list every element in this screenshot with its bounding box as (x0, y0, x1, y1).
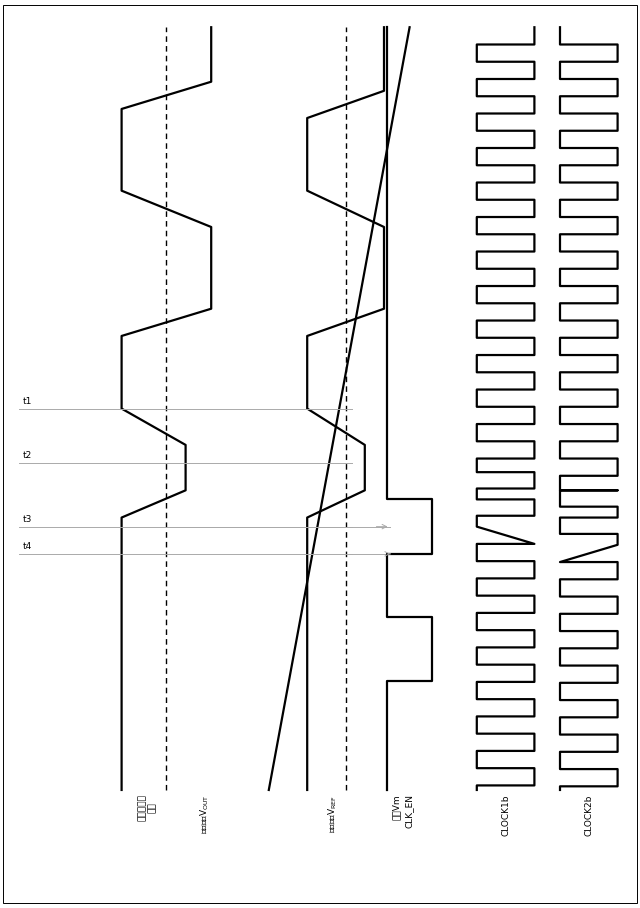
Text: CLOCK1b: CLOCK1b (501, 794, 510, 836)
Text: CLK_EN: CLK_EN (405, 794, 414, 828)
Text: 基準電圧V$_{\mathrm{REF}}$: 基準電圧V$_{\mathrm{REF}}$ (326, 794, 339, 833)
Text: ターゲット
電圧: ターゲット 電圧 (138, 794, 157, 822)
Text: t3: t3 (22, 515, 32, 524)
Text: t1: t1 (22, 397, 32, 406)
Text: 出力電圧V$_{\mathrm{OUT}}$: 出力電圧V$_{\mathrm{OUT}}$ (198, 794, 211, 834)
Text: t2: t2 (22, 451, 31, 460)
Text: t4: t4 (22, 542, 31, 551)
Text: 電圧Vm: 電圧Vm (392, 794, 401, 820)
Text: CLOCK2b: CLOCK2b (584, 794, 593, 836)
